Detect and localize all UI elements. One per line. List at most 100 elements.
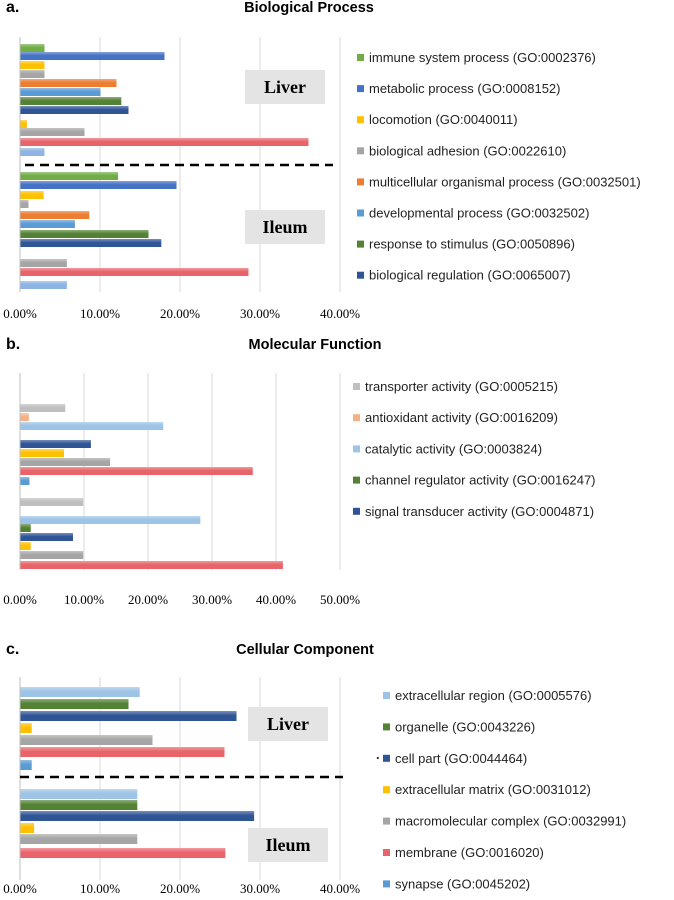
bar-liver-binding — [20, 467, 253, 475]
panel-label: c. — [6, 641, 19, 658]
x-tick-label: 0.00% — [3, 881, 37, 896]
legend-item-membrane: membrane (GO:0016020) — [395, 845, 544, 860]
bar-liver-locomotion — [20, 61, 45, 69]
bar-ileum-membrane — [20, 268, 249, 276]
bar-ileum-other-gray — [20, 551, 84, 559]
bar-liver-macromolecular-complex — [20, 735, 153, 745]
legend-swatch — [383, 786, 390, 794]
bar-liver-multicellular-organismal-process — [20, 79, 117, 87]
bar-ileum-binding — [20, 561, 283, 569]
bar-liver-synapse — [20, 760, 32, 770]
group-label-box — [245, 70, 325, 104]
bar-liver-other-blue — [20, 477, 30, 485]
x-tick-label: 40.00% — [320, 306, 360, 321]
legend-item-cell-part: cell part (GO:0044464) — [395, 751, 527, 766]
bar-liver-immune-system-process — [20, 44, 45, 52]
bar-ileum-biological-regulation — [20, 239, 162, 247]
bar-liver-metabolic-process — [20, 52, 165, 60]
bar-liver-signal-transducer-activity — [20, 440, 91, 448]
biological-process-chart: a. Biological Process 0.00% 10.00% 20.00% 30.… — [3, 0, 640, 321]
group-label-box — [248, 707, 328, 741]
molecular-function-chart: b. Molecular Function 0.00% 10.00% 20.00% 30.… — [3, 336, 595, 607]
legend-item-catalytic-activity: catalytic activity (GO:0003824) — [365, 441, 542, 456]
group-label-box — [245, 210, 325, 244]
legend-item-metabolic-process: metabolic process (GO:0008152) — [369, 81, 560, 96]
x-tick-label: 30.00% — [240, 306, 280, 321]
legend-item-extracellular-region: extracellular region (GO:0005576) — [395, 688, 592, 703]
bar-ileum-developmental-process — [20, 220, 75, 228]
bar-liver-other — [20, 148, 45, 156]
legend-swatch — [383, 880, 390, 888]
legend: extracellular region (GO:0005576) organel… — [383, 688, 626, 891]
chart-title: Molecular Function — [249, 337, 382, 353]
group-label-liver: Liver — [264, 77, 306, 97]
cellular-component-chart: c. Cellular Component 0.00% 10.00% 20.00% 30.… — [3, 641, 626, 896]
legend: transporter activity (GO:0005215) antioxi… — [353, 379, 596, 519]
legend-item-macromolecular-complex: macromolecular complex (GO:0032991) — [395, 814, 626, 829]
legend-item-organelle: organelle (GO:0043226) — [395, 719, 535, 734]
legend-swatch — [357, 147, 364, 155]
legend-swatch — [357, 271, 364, 279]
x-tick-label: 10.00% — [80, 306, 120, 321]
bar-ileum-extracellular-region — [20, 789, 138, 799]
legend-swatch — [353, 476, 360, 484]
bar-liver-developmental-process — [20, 88, 101, 96]
legend-item-signal-transducer-activity: signal transducer activity (GO:0004871) — [365, 504, 594, 519]
chart-title: Cellular Component — [236, 642, 374, 658]
legend-item-biological-adhesion: biological adhesion (GO:0022610) — [369, 143, 566, 158]
chart-title: Biological Process — [244, 0, 374, 16]
legend-swatch — [383, 723, 390, 731]
legend-item-response-to-stimulus: response to stimulus (GO:0050896) — [369, 237, 575, 252]
bar-liver-other-yellow — [20, 449, 65, 457]
bar-liver-membrane — [20, 747, 225, 757]
x-tick-label: 10.00% — [80, 881, 120, 896]
legend-swatch — [357, 178, 364, 186]
panel-label: b. — [6, 336, 20, 353]
bar-ileum-membrane — [20, 848, 226, 858]
bar-ileum-channel-regulator-activity — [20, 524, 31, 532]
stray-dot: . — [376, 747, 380, 762]
bar-ileum-biological-adhesion — [20, 259, 67, 267]
bar-liver-extracellular-matrix — [20, 723, 32, 733]
bar-liver-other-gray — [20, 458, 111, 466]
legend: immune system process (GO:0002376) metabo… — [357, 50, 641, 283]
x-tick-label: 30.00% — [192, 592, 232, 607]
bar-ileum-metabolic-process — [20, 181, 177, 189]
group-label-liver: Liver — [267, 714, 309, 734]
x-tick-label: 10.00% — [64, 592, 104, 607]
x-tick-label: 0.00% — [3, 592, 37, 607]
group-label-box — [248, 828, 328, 862]
x-tick-label: 20.00% — [160, 881, 200, 896]
bar-ileum-catalytic-activity — [20, 516, 201, 524]
x-tick-label: 40.00% — [256, 592, 296, 607]
legend-swatch — [353, 414, 360, 422]
bar-liver-membrane — [20, 138, 309, 146]
x-tick-label: 40.00% — [320, 881, 360, 896]
legend-item-locomotion: locomotion (GO:0040011) — [369, 112, 518, 127]
x-tick-label: 20.00% — [160, 306, 200, 321]
bar-liver-antioxidant-activity — [20, 413, 29, 421]
legend-item-biological-regulation: biological regulation (GO:0065007) — [369, 268, 571, 283]
bar-liver-biological-adhesion — [20, 128, 85, 136]
legend-item-multicellular-organismal-process: multicellular organismal process (GO:003… — [369, 174, 641, 189]
bar-ileum-response-to-stimulus — [20, 230, 149, 238]
legend-swatch — [353, 507, 360, 515]
bar-ileum-macromolecular-complex — [20, 834, 138, 844]
legend-item-channel-regulator-activity: channel regulator activity (GO:0016247) — [365, 473, 596, 488]
bar-liver-locomotion — [20, 120, 27, 128]
legend-item-extracellular-matrix: extracellular matrix (GO:0031012) — [395, 782, 591, 797]
legend-item-antioxidant-activity: antioxidant activity (GO:0016209) — [365, 410, 558, 425]
bar-liver-response-to-stimulus — [20, 97, 122, 105]
bar-liver-biological-adhesion — [20, 70, 45, 78]
legend-item-transporter-activity: transporter activity (GO:0005215) — [365, 379, 558, 394]
x-tick-label: 0.00% — [3, 306, 37, 321]
bar-ileum-extracellular-matrix — [20, 823, 35, 833]
legend-swatch — [353, 383, 360, 390]
legend-swatch — [357, 209, 364, 217]
legend-item-developmental-process: developmental process (GO:0032502) — [369, 206, 589, 221]
bar-ileum-other — [20, 281, 67, 289]
bar-ileum-biological-adhesion — [20, 200, 29, 208]
x-tick-label: 50.00% — [320, 592, 360, 607]
legend-swatch — [383, 849, 390, 856]
x-tick-label: 30.00% — [240, 881, 280, 896]
